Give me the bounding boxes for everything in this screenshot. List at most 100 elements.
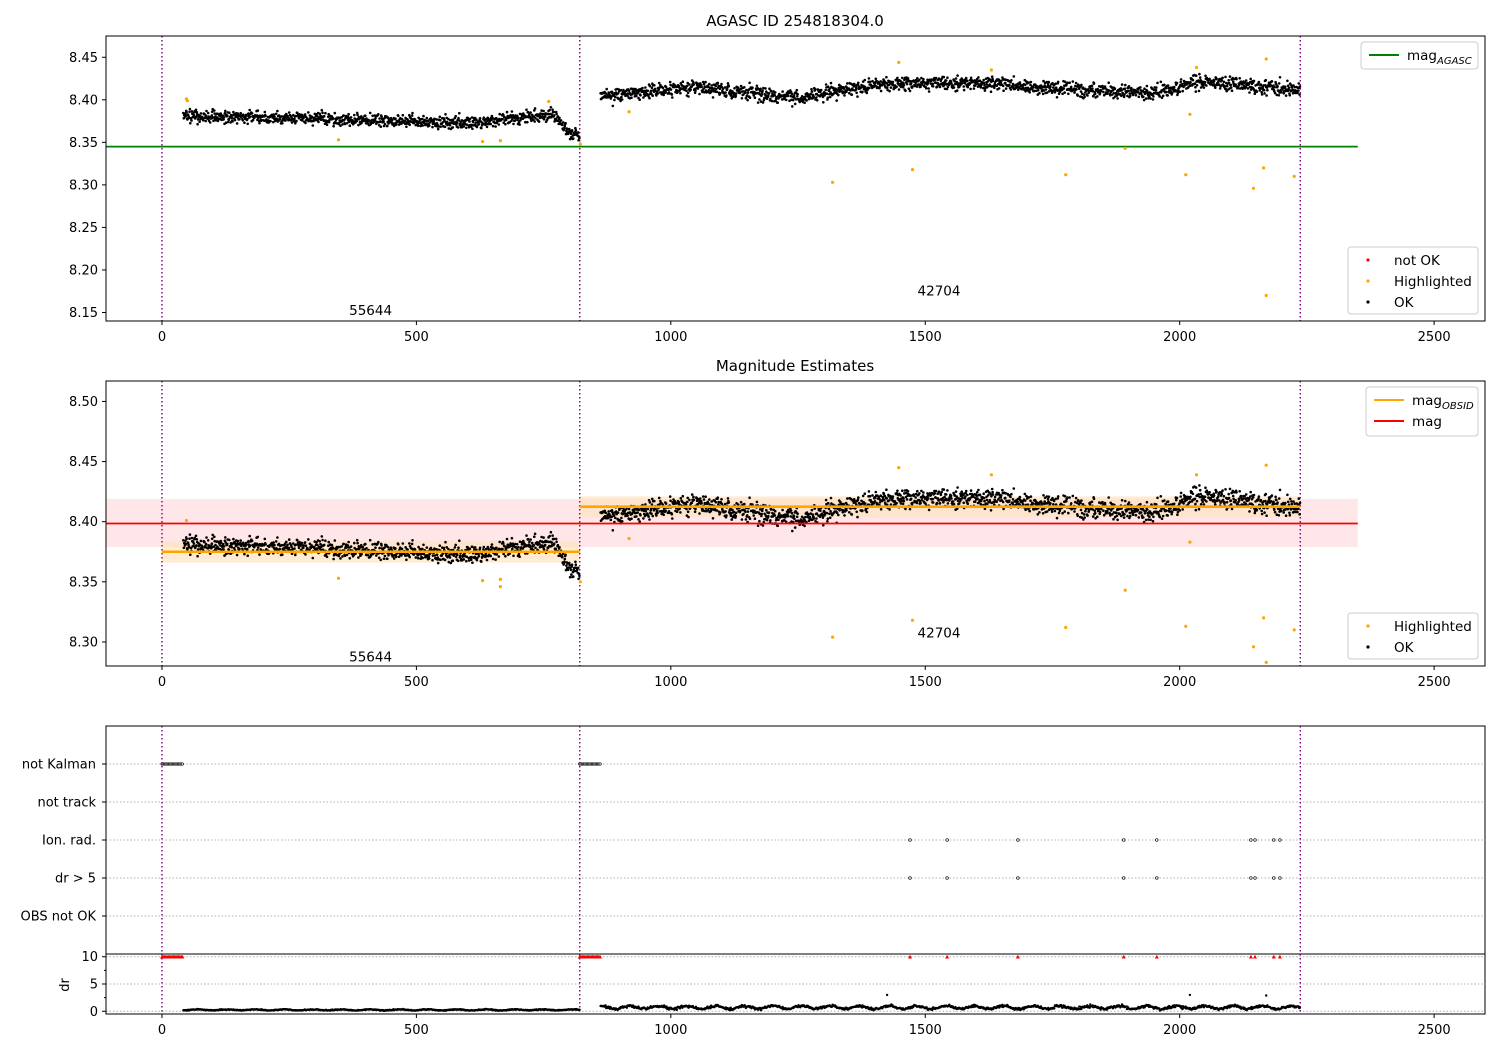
ok-point [194, 534, 198, 538]
ok-point [320, 535, 324, 538]
ok-point [295, 119, 298, 123]
ok-point [1045, 510, 1049, 513]
ok-point [815, 99, 819, 102]
ok-point [451, 126, 455, 129]
ok-point [744, 510, 747, 514]
ok-point [952, 86, 956, 89]
ok-point [533, 109, 536, 112]
ok-point [829, 81, 833, 85]
ok-point [906, 490, 910, 493]
ok-point [287, 538, 291, 541]
ok-point [909, 497, 913, 501]
ok-point [979, 502, 983, 506]
ok-point [902, 83, 906, 87]
highlighted-point [481, 139, 485, 144]
ok-point [561, 121, 565, 124]
ok-point [564, 121, 567, 125]
ok-point [443, 125, 447, 129]
ok-point [1284, 94, 1288, 97]
ok-point [668, 92, 671, 95]
ok-point [1079, 508, 1083, 512]
ok-point [1260, 90, 1263, 94]
ok-point [756, 524, 760, 527]
ok-point [226, 120, 230, 124]
ok-point [320, 108, 324, 112]
legend-marker-swatch [1366, 279, 1370, 283]
ok-point [530, 541, 534, 545]
ok-point [744, 96, 748, 100]
ok-point [850, 513, 854, 516]
ok-point [442, 546, 446, 550]
ok-point [774, 99, 777, 103]
ok-point [232, 537, 235, 541]
ok-point [927, 497, 930, 500]
ok-point [204, 119, 207, 123]
ok-point [501, 547, 504, 551]
ok-point [773, 509, 777, 513]
ok-point [554, 537, 558, 541]
ok-point [843, 94, 846, 97]
ok-point [1194, 74, 1198, 77]
y-tick-label: 8.35 [69, 136, 98, 151]
ok-point [1127, 89, 1130, 93]
ok-point [281, 122, 284, 125]
ok-point [723, 86, 727, 89]
ok-point [1067, 92, 1070, 96]
ok-point [185, 110, 188, 114]
ok-point [784, 98, 788, 102]
plot-frame [105, 35, 1486, 322]
ok-point [1277, 94, 1281, 97]
ok-point [525, 534, 528, 537]
x-tick-label: 500 [404, 330, 429, 345]
ok-point [1068, 496, 1071, 499]
ok-point [315, 547, 319, 550]
ok-point [435, 553, 439, 556]
ok-point [462, 558, 466, 561]
ok-point [518, 555, 521, 558]
ok-point [1036, 88, 1040, 92]
ok-point [1151, 98, 1155, 101]
ok-point [194, 108, 198, 112]
ok-point [303, 541, 307, 544]
ok-point [724, 510, 727, 513]
ok-point [1286, 79, 1289, 83]
ok-point [632, 87, 635, 91]
ok-point [895, 501, 898, 505]
ok-point [186, 548, 189, 551]
ok-point [231, 120, 234, 123]
ok-point [1280, 91, 1283, 94]
ok-point [751, 86, 754, 90]
ok-point [318, 112, 322, 115]
ok-point [327, 120, 331, 124]
ok-point [1086, 514, 1089, 517]
ok-point [405, 125, 408, 129]
ok-point [389, 546, 393, 549]
ok-point [208, 121, 212, 124]
ok-point [669, 499, 672, 503]
ok-point [861, 90, 864, 94]
ok-point [429, 546, 433, 550]
ok-point [1297, 82, 1301, 85]
ok-point [555, 112, 558, 116]
ok-point [821, 516, 825, 519]
ok-point [956, 486, 959, 489]
ok-point [578, 136, 581, 140]
ok-point [264, 543, 267, 546]
ok-point [1071, 80, 1075, 83]
ok-point [1079, 90, 1083, 93]
ok-point [380, 544, 383, 547]
ok-point [743, 502, 746, 506]
ok-point [969, 489, 973, 492]
ok-point [341, 123, 344, 126]
ok-point [761, 101, 765, 104]
ok-point [740, 518, 744, 521]
ok-point [273, 115, 276, 118]
ok-point [477, 554, 481, 558]
ok-point [542, 109, 545, 113]
ok-point [341, 555, 344, 558]
ok-point [1090, 500, 1094, 504]
ok-point [421, 556, 425, 560]
ok-point [554, 547, 558, 551]
ok-point [962, 85, 965, 88]
ok-point [944, 79, 948, 82]
